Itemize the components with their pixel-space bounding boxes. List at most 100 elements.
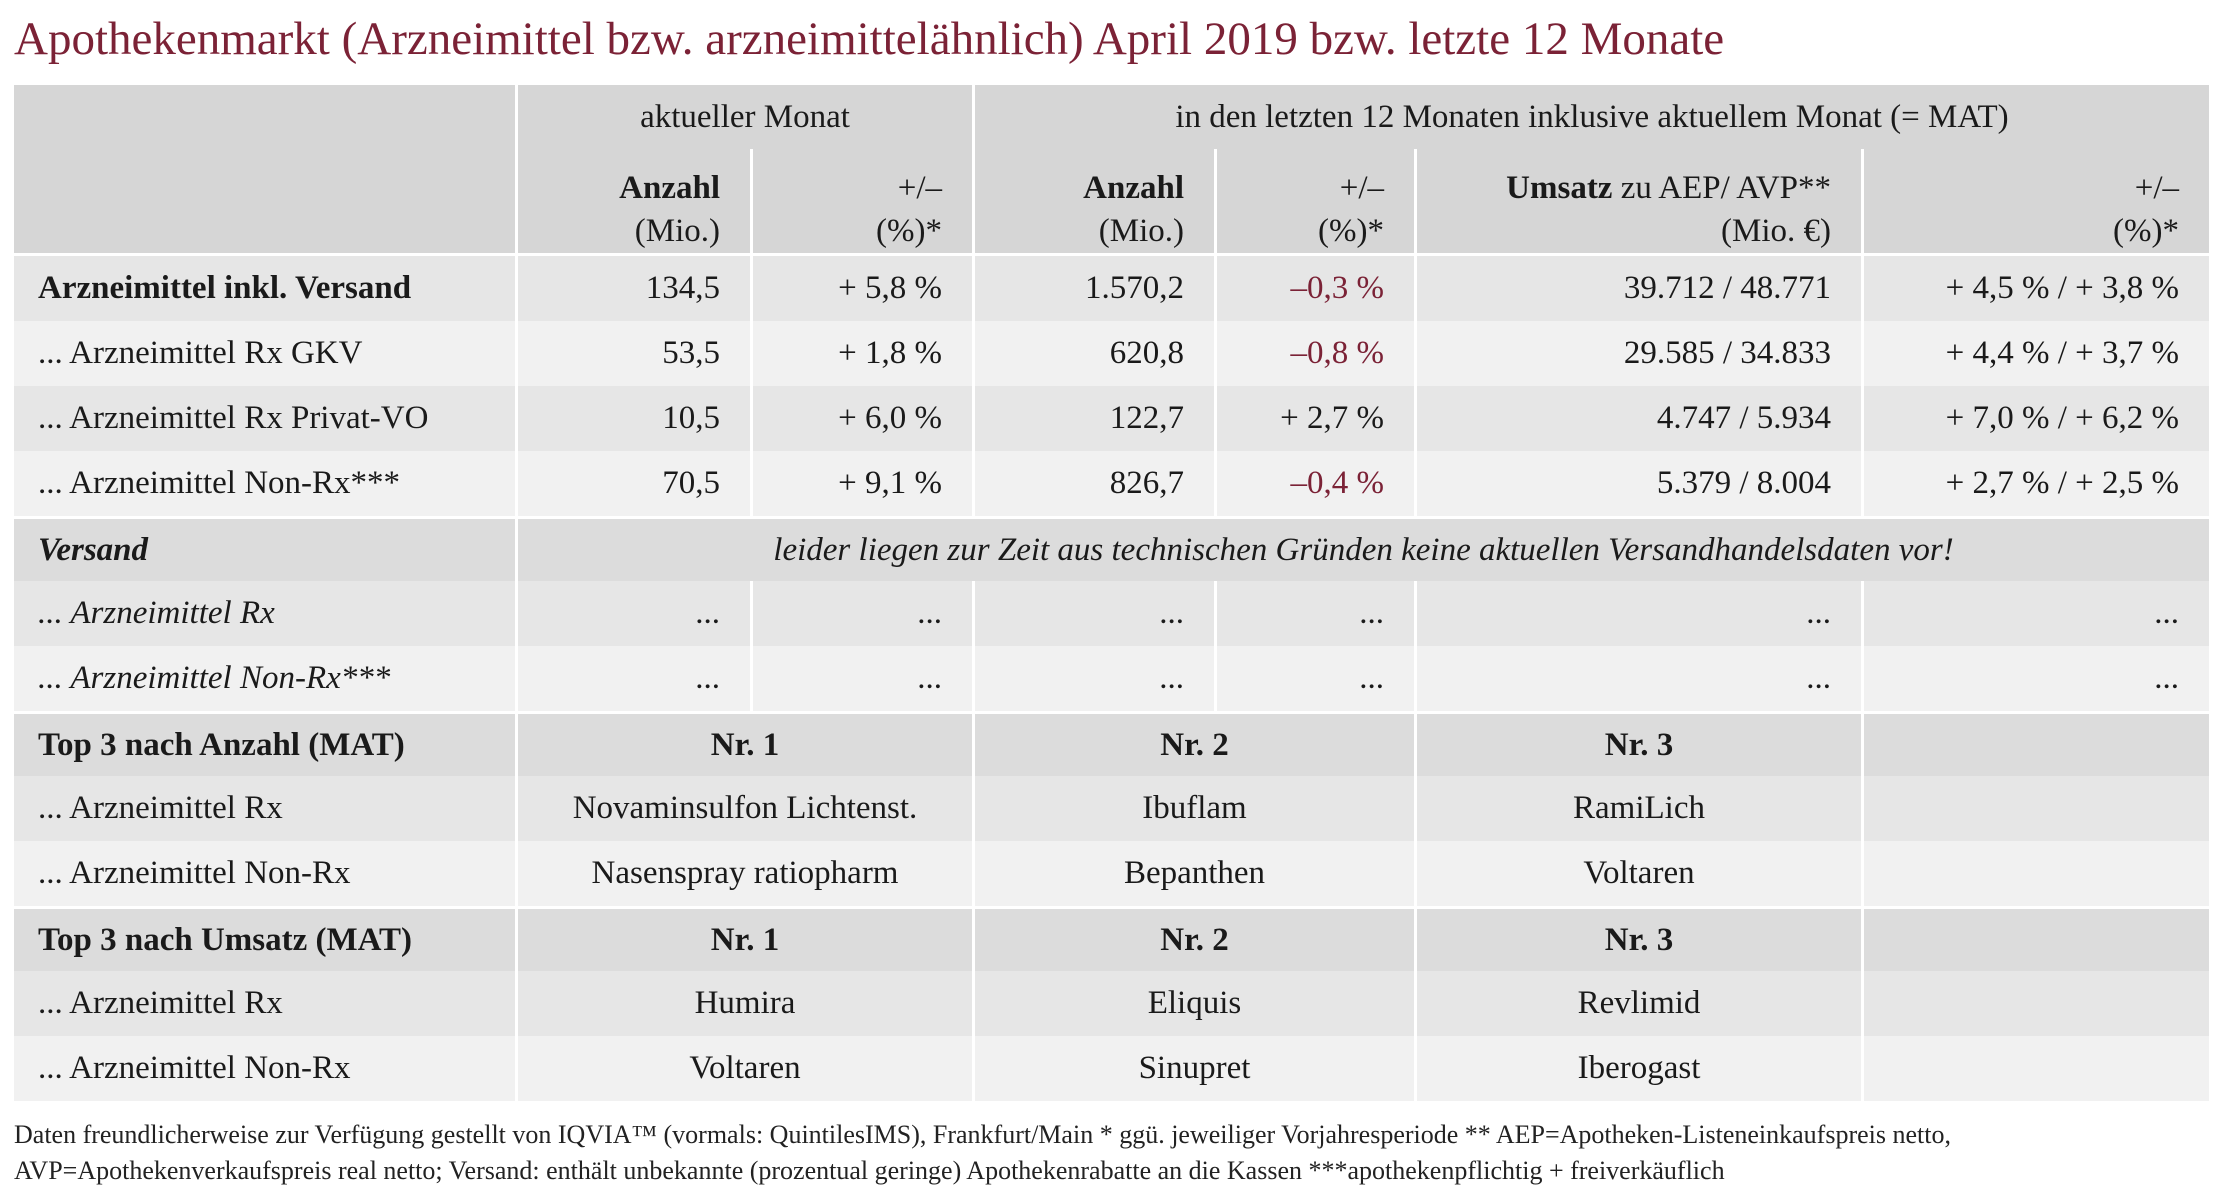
table-cell bbox=[1864, 841, 2209, 906]
table-cell: + 4,4 % / + 3,7 % bbox=[1864, 321, 2209, 386]
row-label: ... Arzneimittel Rx bbox=[14, 776, 515, 841]
table-cell: 620,8 bbox=[975, 321, 1214, 386]
column-header-line: Umsatz zu AEP/ AVP** bbox=[1506, 167, 1831, 210]
row-label: Arzneimittel inkl. Versand bbox=[14, 256, 515, 321]
section-note: leider liegen zur Zeit aus technischen G… bbox=[518, 519, 2209, 581]
column-header-line: (%)* bbox=[876, 210, 942, 253]
column-header: +/– (%)* bbox=[753, 149, 972, 253]
column-header-line: +/– bbox=[2135, 167, 2179, 210]
row-label: ... Arzneimittel Non-Rx*** bbox=[14, 646, 515, 711]
table-cell: 1.570,2 bbox=[975, 256, 1214, 321]
table-cell: 29.585 / 34.833 bbox=[1417, 321, 1861, 386]
table-cell: RamiLich bbox=[1417, 776, 1861, 841]
table-cell: 5.379 / 8.004 bbox=[1417, 451, 1861, 516]
column-header-unit: (Mio.) bbox=[1098, 213, 1184, 250]
column-header-line: (%)* bbox=[1318, 210, 1384, 253]
table-cell: Voltaren bbox=[1417, 841, 1861, 906]
column-header-line: (%)* bbox=[2113, 210, 2179, 253]
row-label: ... Arzneimittel Rx GKV bbox=[14, 321, 515, 386]
table-cell: ... bbox=[1417, 581, 1861, 646]
table-cell: –0,4 % bbox=[1217, 451, 1414, 516]
column-header-line: (Mio. €) bbox=[1721, 210, 1831, 253]
row-label: ... Arzneimittel Non-Rx bbox=[14, 1036, 515, 1101]
table-cell: –0,8 % bbox=[1217, 321, 1414, 386]
table-cell: ... bbox=[1417, 646, 1861, 711]
table-cell: Voltaren bbox=[518, 1036, 972, 1101]
row-label: ... Arzneimittel Rx Privat-VO bbox=[14, 386, 515, 451]
table-cell: + 5,8 % bbox=[753, 256, 972, 321]
section-header: Nr. 1 bbox=[518, 909, 972, 971]
section-header: Nr. 2 bbox=[975, 714, 1414, 776]
table-cell: 122,7 bbox=[975, 386, 1214, 451]
table-cell: Nasenspray ratiopharm bbox=[518, 841, 972, 906]
footnote: AVP=Apothekenverkaufspreis real netto; V… bbox=[14, 1156, 1725, 1185]
table-cell: ... bbox=[753, 646, 972, 711]
column-header-line: Anzahl bbox=[619, 167, 720, 210]
table-cell bbox=[1864, 971, 2209, 1036]
column-header-unit: (Mio.) bbox=[634, 213, 720, 250]
table-cell: + 6,0 % bbox=[753, 386, 972, 451]
column-header-label: Umsatz bbox=[1506, 170, 1613, 207]
row-label: ... Arzneimittel Non-Rx bbox=[14, 841, 515, 906]
header-cell bbox=[14, 149, 515, 253]
column-header-line: +/– bbox=[1340, 167, 1384, 210]
column-header: +/– (%)* bbox=[1217, 149, 1414, 253]
section-header bbox=[1864, 909, 2209, 971]
table-cell: 10,5 bbox=[518, 386, 750, 451]
table-cell: –0,3 % bbox=[1217, 256, 1414, 321]
table-cell bbox=[1864, 776, 2209, 841]
table-cell: Sinupret bbox=[975, 1036, 1414, 1101]
row-label: ... Arzneimittel Rx bbox=[14, 581, 515, 646]
table-cell: 134,5 bbox=[518, 256, 750, 321]
column-header-label: Anzahl bbox=[619, 170, 720, 207]
table-cell: Ibuflam bbox=[975, 776, 1414, 841]
group-header: aktueller Monat bbox=[518, 85, 972, 149]
table-cell: Bepanthen bbox=[975, 841, 1414, 906]
header-cell bbox=[14, 85, 515, 149]
table-cell: 826,7 bbox=[975, 451, 1214, 516]
section-label: Versand bbox=[14, 519, 515, 581]
table-cell: Humira bbox=[518, 971, 972, 1036]
column-header: Umsatz zu AEP/ AVP** (Mio. €) bbox=[1417, 149, 1861, 253]
table-cell: ... bbox=[1864, 646, 2209, 711]
footnote: Daten freundlicherweise zur Verfügung ge… bbox=[14, 1120, 1951, 1149]
table-cell: ... bbox=[1217, 646, 1414, 711]
group-header: in den letzten 12 Monaten inklusive aktu… bbox=[975, 85, 2209, 149]
section-label: Top 3 nach Anzahl (MAT) bbox=[14, 714, 515, 776]
column-header-label: +/– bbox=[897, 170, 942, 207]
column-header-unit: (Mio. €) bbox=[1721, 213, 1831, 250]
row-label: ... Arzneimittel Rx bbox=[14, 971, 515, 1036]
table-cell: + 2,7 % bbox=[1217, 386, 1414, 451]
column-header-line: Anzahl bbox=[1083, 167, 1184, 210]
table-cell: + 7,0 % / + 6,2 % bbox=[1864, 386, 2209, 451]
section-header: Nr. 3 bbox=[1417, 714, 1861, 776]
table-cell: 53,5 bbox=[518, 321, 750, 386]
table-cell: Novaminsulfon Lichtenst. bbox=[518, 776, 972, 841]
title: Apothekenmarkt (Arzneimittel bzw. arznei… bbox=[14, 13, 1725, 65]
section-header bbox=[1864, 714, 2209, 776]
column-header-extra: zu AEP/ AVP** bbox=[1620, 170, 1831, 207]
row-label: ... Arzneimittel Non-Rx*** bbox=[14, 451, 515, 516]
table-cell: 70,5 bbox=[518, 451, 750, 516]
column-header-unit: (%)* bbox=[2113, 213, 2179, 250]
table-cell: 4.747 / 5.934 bbox=[1417, 386, 1861, 451]
table-cell: ... bbox=[975, 581, 1214, 646]
section-header: Nr. 2 bbox=[975, 909, 1414, 971]
table-cell: Eliquis bbox=[975, 971, 1414, 1036]
column-header: Anzahl (Mio.) bbox=[975, 149, 1214, 253]
table-cell: ... bbox=[518, 581, 750, 646]
table-cell: + 2,7 % / + 2,5 % bbox=[1864, 451, 2209, 516]
table-cell: ... bbox=[518, 646, 750, 711]
column-header-line: (Mio.) bbox=[635, 210, 720, 253]
table-cell: + 1,8 % bbox=[753, 321, 972, 386]
table-cell bbox=[1864, 1036, 2209, 1101]
table-cell: + 9,1 % bbox=[753, 451, 972, 516]
table-cell: Revlimid bbox=[1417, 971, 1861, 1036]
section-label: Top 3 nach Umsatz (MAT) bbox=[14, 909, 515, 971]
column-header-label: Anzahl bbox=[1083, 170, 1184, 207]
column-header-label: +/– bbox=[1339, 170, 1384, 207]
table-cell: ... bbox=[753, 581, 972, 646]
table-cell: ... bbox=[975, 646, 1214, 711]
section-header: Nr. 1 bbox=[518, 714, 972, 776]
